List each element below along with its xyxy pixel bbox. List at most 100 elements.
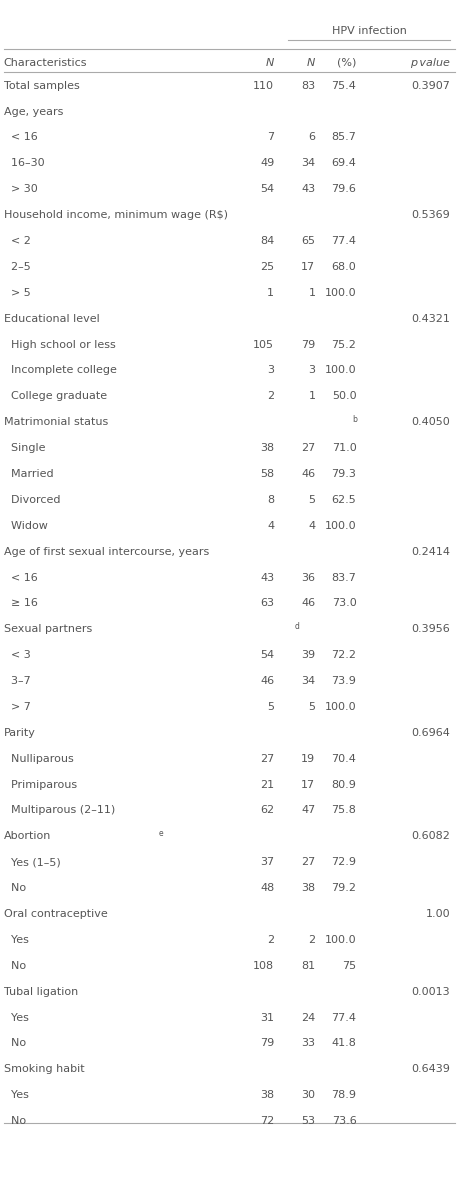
Text: ≥ 16: ≥ 16 [4, 598, 37, 608]
Text: 37: 37 [260, 857, 274, 867]
Text: 65: 65 [301, 236, 315, 246]
Text: Tubal ligation: Tubal ligation [4, 986, 78, 997]
Text: 36: 36 [301, 572, 315, 583]
Text: 43: 43 [260, 572, 274, 583]
Text: Parity: Parity [4, 727, 36, 738]
Text: 100.0: 100.0 [325, 520, 356, 531]
Text: HPV infection: HPV infection [332, 26, 406, 36]
Text: 81: 81 [301, 961, 315, 970]
Text: 46: 46 [301, 598, 315, 608]
Text: 38: 38 [260, 1090, 274, 1100]
Text: 48: 48 [260, 883, 274, 893]
Text: Age, years: Age, years [4, 106, 63, 117]
Text: > 30: > 30 [4, 184, 37, 194]
Text: 38: 38 [301, 883, 315, 893]
Text: 72.2: 72.2 [331, 650, 356, 660]
Text: 79.3: 79.3 [332, 468, 356, 479]
Text: 77.4: 77.4 [331, 236, 356, 246]
Text: No: No [4, 1038, 26, 1049]
Text: 27: 27 [260, 754, 274, 763]
Text: Smoking habit: Smoking habit [4, 1064, 84, 1074]
Text: High school or less: High school or less [4, 340, 116, 349]
Text: 41.8: 41.8 [332, 1038, 356, 1049]
Text: Yes: Yes [4, 934, 28, 945]
Text: < 2: < 2 [4, 236, 31, 246]
Text: < 16: < 16 [4, 132, 37, 142]
Text: 5: 5 [267, 702, 274, 712]
Text: (%): (%) [337, 58, 356, 67]
Text: 80.9: 80.9 [332, 779, 356, 790]
Text: 25: 25 [260, 261, 274, 272]
Text: 50.0: 50.0 [332, 391, 356, 401]
Text: Age of first sexual intercourse, years: Age of first sexual intercourse, years [4, 547, 209, 556]
Text: 1: 1 [308, 391, 315, 401]
Text: 71.0: 71.0 [332, 443, 356, 453]
Text: 34: 34 [301, 158, 315, 169]
Text: 79: 79 [301, 340, 315, 349]
Text: Multiparous (2–11): Multiparous (2–11) [4, 805, 115, 815]
Text: 0.3956: 0.3956 [411, 624, 450, 635]
Text: b: b [352, 414, 357, 424]
Text: 46: 46 [260, 675, 274, 686]
Text: 34: 34 [301, 675, 315, 686]
Text: Characteristics: Characteristics [4, 58, 87, 67]
Text: 33: 33 [301, 1038, 315, 1049]
Text: 70.4: 70.4 [332, 754, 356, 763]
Text: 0.2414: 0.2414 [411, 547, 450, 556]
Text: 0.6964: 0.6964 [411, 727, 450, 738]
Text: 73.0: 73.0 [332, 598, 356, 608]
Text: Yes: Yes [4, 1090, 28, 1100]
Text: Incomplete college: Incomplete college [4, 365, 117, 376]
Text: 2: 2 [267, 934, 274, 945]
Text: Primiparous: Primiparous [4, 779, 77, 790]
Text: 75.2: 75.2 [332, 340, 356, 349]
Text: N: N [307, 58, 315, 67]
Text: 54: 54 [260, 650, 274, 660]
Text: Nulliparous: Nulliparous [4, 754, 74, 763]
Text: 79.2: 79.2 [331, 883, 356, 893]
Text: < 16: < 16 [4, 572, 37, 583]
Text: 3–7: 3–7 [4, 675, 31, 686]
Text: 100.0: 100.0 [325, 702, 356, 712]
Text: 84: 84 [260, 236, 274, 246]
Text: 17: 17 [301, 261, 315, 272]
Text: 73.6: 73.6 [332, 1116, 356, 1126]
Text: Sexual partners: Sexual partners [4, 624, 92, 635]
Text: 49: 49 [260, 158, 274, 169]
Text: 4: 4 [267, 520, 274, 531]
Text: 46: 46 [301, 468, 315, 479]
Text: < 3: < 3 [4, 650, 31, 660]
Text: 2: 2 [308, 934, 315, 945]
Text: 63: 63 [260, 598, 274, 608]
Text: 5: 5 [308, 495, 315, 504]
Text: 72: 72 [260, 1116, 274, 1126]
Text: 75.8: 75.8 [332, 805, 356, 815]
Text: Married: Married [4, 468, 53, 479]
Text: Household income, minimum wage (R$): Household income, minimum wage (R$) [4, 209, 228, 220]
Text: 27: 27 [301, 443, 315, 453]
Text: 3: 3 [267, 365, 274, 376]
Text: d: d [294, 621, 299, 631]
Text: 58: 58 [260, 468, 274, 479]
Text: 53: 53 [301, 1116, 315, 1126]
Text: 79.6: 79.6 [332, 184, 356, 194]
Text: 68.0: 68.0 [332, 261, 356, 272]
Text: No: No [4, 1116, 26, 1126]
Text: Total samples: Total samples [4, 81, 80, 90]
Text: 0.0013: 0.0013 [411, 986, 450, 997]
Text: 16–30: 16–30 [4, 158, 44, 169]
Text: Oral contraceptive: Oral contraceptive [4, 909, 107, 919]
Text: > 5: > 5 [4, 288, 31, 297]
Text: 62.5: 62.5 [332, 495, 356, 504]
Text: 3: 3 [308, 365, 315, 376]
Text: e: e [159, 828, 163, 838]
Text: 7: 7 [267, 132, 274, 142]
Text: 31: 31 [260, 1013, 274, 1022]
Text: Matrimonial status: Matrimonial status [4, 417, 108, 427]
Text: 43: 43 [301, 184, 315, 194]
Text: > 7: > 7 [4, 702, 31, 712]
Text: 38: 38 [260, 443, 274, 453]
Text: p value: p value [410, 58, 450, 67]
Text: Educational level: Educational level [4, 313, 100, 324]
Text: 0.6082: 0.6082 [411, 831, 450, 842]
